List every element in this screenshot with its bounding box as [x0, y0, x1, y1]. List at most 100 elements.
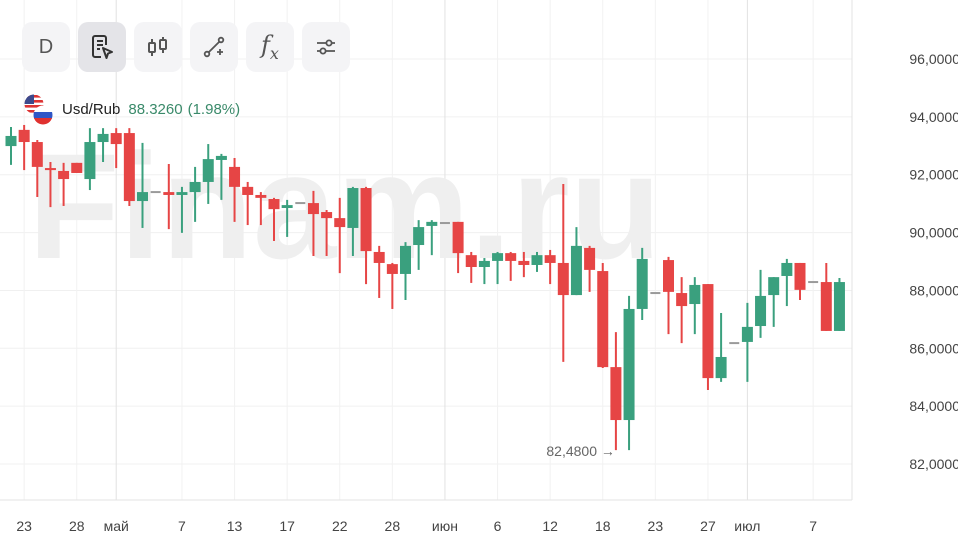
candle-body: [71, 162, 83, 173]
time-tick-label: 7: [809, 518, 817, 534]
candle-body: [478, 260, 490, 268]
candle-body: [702, 284, 714, 379]
candle-body: [268, 199, 280, 210]
candle-body: [137, 192, 148, 202]
candle-body: [505, 253, 517, 261]
candle-body: [255, 194, 267, 198]
candle-body: [413, 227, 425, 246]
candle-body: [623, 308, 635, 421]
time-tick-label: 7: [178, 518, 186, 534]
drawing-tools-button[interactable]: [190, 22, 238, 72]
candle-body: [465, 255, 477, 268]
candle-body: [557, 262, 569, 296]
candle: [833, 278, 845, 331]
time-axis[interactable]: 23 28 май 7 13 17 22 28 июн 6 12 18 23 27 июл 7: [16, 518, 817, 534]
sliders-icon: [317, 39, 335, 55]
candle: [597, 262, 609, 368]
candle-body: [400, 245, 411, 274]
candle-body: [676, 293, 688, 307]
settings-button[interactable]: [302, 22, 350, 72]
candle-body: [755, 295, 767, 327]
candle: [31, 140, 43, 197]
candle: [137, 142, 148, 228]
price-tick-label: 94,0000: [909, 109, 958, 125]
candle-body: [18, 129, 30, 143]
time-tick-label: 6: [494, 518, 502, 534]
candle-body: [360, 188, 372, 252]
candle: [570, 227, 582, 296]
interval-button[interactable]: D: [22, 22, 70, 72]
price-tick-label: 86,0000: [909, 340, 958, 356]
grid: [0, 0, 852, 500]
time-tick-label: 23: [16, 518, 32, 534]
candle-body: [426, 221, 438, 226]
line-tool-icon: [203, 36, 225, 58]
time-tick-label: 28: [385, 518, 401, 534]
candle-body: [58, 170, 70, 180]
chart-type-select-button[interactable]: [78, 22, 126, 72]
usd-rub-flags-icon: [24, 94, 54, 125]
chart-legend: Usd/Rub 88.3260 (1.98%): [24, 94, 241, 125]
time-tick-label: 12: [542, 518, 558, 534]
price-tick-label: 88,0000: [909, 282, 958, 298]
candle-body: [84, 142, 96, 180]
candle-body: [768, 277, 780, 296]
candle-body: [741, 326, 753, 342]
price-axis[interactable]: 96,0000 94,0000 92,0000 90,0000 88,0000 86,00…: [909, 51, 958, 472]
candle-body: [5, 135, 17, 147]
time-tick-label: июн: [432, 518, 458, 534]
candle-body: [97, 133, 109, 143]
candle-body: [663, 260, 674, 292]
candle: [518, 251, 530, 278]
candle: [741, 302, 753, 382]
candle-body: [321, 212, 333, 219]
time-tick-label: 28: [69, 518, 85, 534]
price-change: (1.98%): [187, 100, 241, 118]
candle-body: [820, 282, 832, 331]
candle: [123, 128, 135, 206]
candle: [676, 277, 688, 344]
candle: [663, 256, 674, 335]
candle: [229, 157, 241, 222]
candle: [268, 197, 280, 241]
price-tick-label: 82,0000: [909, 456, 958, 472]
candle: [702, 284, 714, 390]
candle: [715, 313, 727, 382]
candle-body: [44, 168, 56, 171]
candle: [58, 162, 70, 206]
candle: [492, 251, 504, 285]
candle-body: [518, 260, 530, 265]
candle: [610, 332, 622, 451]
candle: [321, 210, 333, 257]
candle: [400, 242, 411, 300]
symbol-name[interactable]: Usd/Rub: [62, 100, 121, 118]
candle: [557, 183, 569, 362]
candle: [163, 164, 175, 230]
candle: [189, 166, 201, 222]
candle-body: [229, 166, 241, 187]
indicators-button[interactable]: fx: [246, 22, 294, 72]
candle-body: [386, 264, 398, 274]
candle: [426, 220, 438, 256]
candle-body: [123, 133, 135, 202]
candle: [44, 161, 56, 208]
candle-body: [531, 255, 543, 265]
candle: [5, 126, 17, 165]
chart-toolbar: D fx: [22, 22, 350, 72]
candle-body: [242, 186, 254, 195]
candle-body: [307, 203, 319, 215]
candle: [584, 245, 596, 292]
candle: [781, 258, 793, 307]
candle: [176, 186, 188, 233]
candles-icon: [148, 37, 167, 56]
candle: [452, 221, 464, 274]
candle-body: [334, 218, 346, 228]
candle-body: [452, 221, 464, 254]
candle: [386, 262, 398, 309]
candle: [202, 144, 214, 204]
candle-body: [215, 155, 227, 160]
price-tick-label: 96,0000: [909, 51, 958, 67]
candles-button[interactable]: [134, 22, 182, 72]
candle: [531, 251, 543, 272]
